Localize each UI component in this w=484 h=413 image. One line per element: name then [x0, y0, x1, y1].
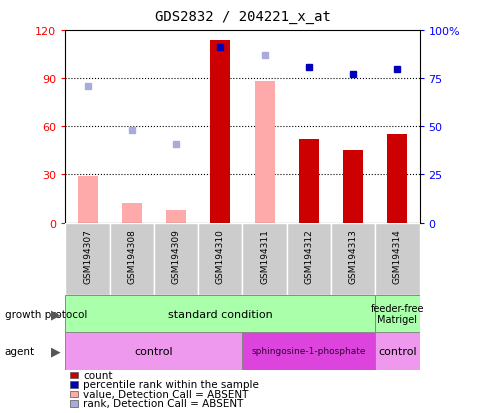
Text: GSM194310: GSM194310	[215, 229, 225, 284]
Bar	[286, 223, 330, 295]
Text: GSM194311: GSM194311	[259, 229, 269, 284]
Text: GSM194314: GSM194314	[392, 229, 401, 283]
Bar	[242, 332, 375, 370]
Text: rank, Detection Call = ABSENT: rank, Detection Call = ABSENT	[83, 399, 243, 408]
Text: GSM194307: GSM194307	[83, 229, 92, 284]
Text: GSM194309: GSM194309	[171, 229, 180, 284]
Bar	[65, 295, 375, 332]
Bar	[121, 204, 141, 223]
Text: feeder-free
Matrigel: feeder-free Matrigel	[370, 303, 424, 325]
Text: ▶: ▶	[51, 344, 60, 358]
Text: sphingosine-1-phosphate: sphingosine-1-phosphate	[251, 347, 365, 356]
Bar	[242, 223, 286, 295]
Text: control: control	[378, 346, 416, 356]
Text: growth protocol: growth protocol	[5, 309, 87, 319]
Bar	[77, 177, 97, 223]
Text: control: control	[135, 346, 173, 356]
Bar	[298, 140, 318, 223]
Bar	[375, 332, 419, 370]
Bar	[109, 223, 153, 295]
Text: agent: agent	[5, 346, 35, 356]
Bar	[375, 223, 419, 295]
Text: standard condition: standard condition	[167, 309, 272, 319]
Bar	[330, 223, 375, 295]
Bar	[343, 151, 363, 223]
Bar	[65, 332, 242, 370]
Bar	[198, 223, 242, 295]
Bar	[65, 223, 109, 295]
Bar	[153, 223, 198, 295]
Bar	[387, 135, 407, 223]
Text: GSM194308: GSM194308	[127, 229, 136, 284]
Text: count: count	[83, 370, 112, 380]
Text: value, Detection Call = ABSENT: value, Detection Call = ABSENT	[83, 389, 248, 399]
Text: GSM194313: GSM194313	[348, 229, 357, 284]
Text: ▶: ▶	[51, 307, 60, 320]
Bar	[166, 210, 186, 223]
Bar	[210, 40, 230, 223]
Bar	[254, 82, 274, 223]
Text: percentile rank within the sample: percentile rank within the sample	[83, 380, 258, 389]
Text: GDS2832 / 204221_x_at: GDS2832 / 204221_x_at	[154, 10, 330, 24]
Text: GSM194312: GSM194312	[304, 229, 313, 283]
Bar	[375, 295, 419, 332]
